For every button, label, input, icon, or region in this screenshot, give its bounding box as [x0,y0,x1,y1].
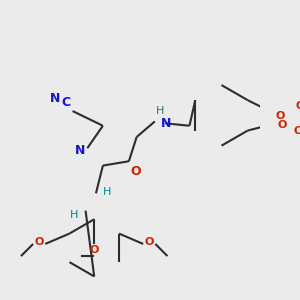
Text: O: O [89,245,99,255]
Text: O: O [145,237,154,247]
Text: N: N [75,143,85,157]
Text: H: H [103,187,111,196]
Text: C: C [62,96,71,109]
Text: O: O [275,112,285,122]
Text: O: O [130,165,141,178]
Text: N: N [161,117,171,130]
Text: N: N [50,92,60,105]
Text: H: H [156,106,164,116]
Text: O: O [295,101,300,111]
Text: O: O [277,120,286,130]
Text: O: O [293,125,300,136]
Text: O: O [34,237,44,247]
Text: H: H [70,210,79,220]
